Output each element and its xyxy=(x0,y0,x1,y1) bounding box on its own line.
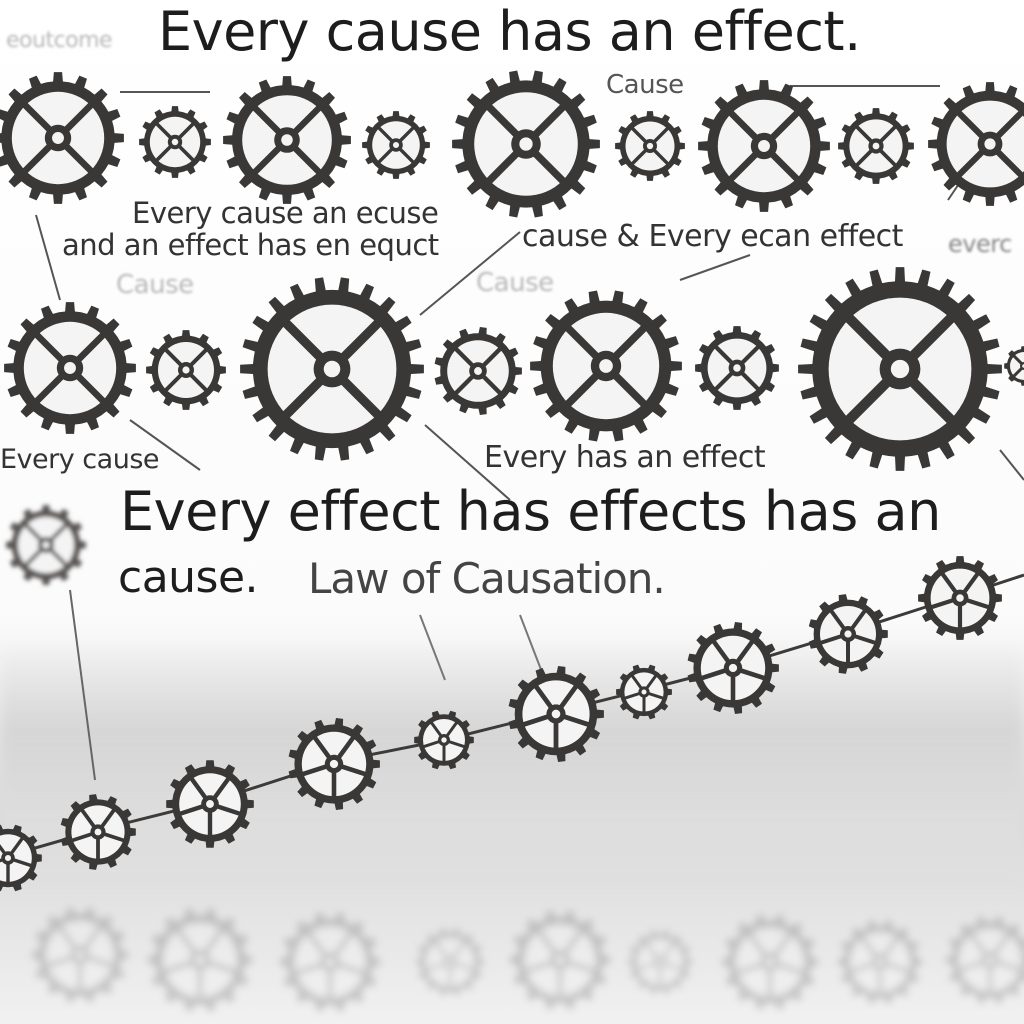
gear-icon xyxy=(508,666,604,762)
connector-line xyxy=(999,449,1024,481)
faint-outcome-label: eoutcome xyxy=(6,28,113,53)
gear-icon xyxy=(918,556,1002,640)
gear-icon xyxy=(434,327,522,415)
cause-label: Cause xyxy=(606,70,684,100)
gear-icon xyxy=(362,111,430,179)
gear-icon xyxy=(838,920,922,1004)
faint-cause-left: Cause xyxy=(116,270,194,300)
gear-icon xyxy=(928,82,1024,206)
gear-icon xyxy=(838,108,914,184)
caption-line-a2: and an effect has en equct xyxy=(62,228,439,262)
gear-icon xyxy=(166,760,254,848)
gear-icon xyxy=(695,326,779,410)
gear-icon xyxy=(616,664,672,720)
gear-icon xyxy=(722,914,818,1010)
gear-icon xyxy=(60,794,136,870)
caption-row3-mid: Every has an effect xyxy=(484,440,766,475)
caption-row3-left: Every cause xyxy=(0,444,160,475)
gear-icon xyxy=(1004,346,1024,386)
caption-line-a1: Every cause an ecuse xyxy=(132,196,439,230)
gear-icon xyxy=(139,106,211,178)
headline: Every cause has an effect. xyxy=(158,0,861,63)
gear-icon xyxy=(510,910,610,1010)
gear-icon xyxy=(4,302,136,434)
gear-icon xyxy=(416,928,484,996)
gear-icon xyxy=(808,594,888,674)
gear-icon xyxy=(32,907,128,1003)
gear-icon xyxy=(946,916,1024,1004)
gear-icon xyxy=(148,908,252,1012)
gear-group xyxy=(0,70,1024,585)
connector-line xyxy=(69,589,96,781)
gear-icon xyxy=(628,930,692,994)
gear-icon xyxy=(223,76,351,204)
gear-icon xyxy=(798,267,1002,471)
gear-icon xyxy=(0,824,42,892)
gear-icon xyxy=(530,290,682,442)
main-caption-cause: cause. xyxy=(118,552,259,603)
gear-icon xyxy=(452,70,600,218)
connector-line xyxy=(419,231,521,316)
gear-icon xyxy=(414,710,474,770)
caption-line-b: cause & Every ecan effect xyxy=(522,219,903,254)
gear-icon xyxy=(6,505,86,585)
gear-reflection xyxy=(32,907,1024,1012)
main-caption-line1: Every effect has effects has an xyxy=(120,480,941,543)
gear-icon xyxy=(146,330,226,410)
floor-shadow xyxy=(0,640,1024,900)
law-of-causation: Law of Causation. xyxy=(308,554,666,603)
gear-icon xyxy=(615,111,685,181)
edge-every-label: everc xyxy=(948,230,1012,258)
gear-icon xyxy=(240,277,424,461)
connector-line xyxy=(35,214,61,301)
connector-lines xyxy=(35,85,1024,781)
gear-icon xyxy=(280,912,380,1012)
gear-icon xyxy=(288,718,380,810)
connector-line xyxy=(129,419,201,471)
gear-icon xyxy=(687,622,779,714)
faint-cause-mid: Cause xyxy=(476,268,554,298)
connector-line xyxy=(679,254,751,281)
gear-icon xyxy=(698,80,830,212)
gear-icon xyxy=(0,72,124,204)
connector-line xyxy=(424,424,511,501)
gear-chain xyxy=(0,556,1024,892)
connector-line xyxy=(419,614,446,681)
